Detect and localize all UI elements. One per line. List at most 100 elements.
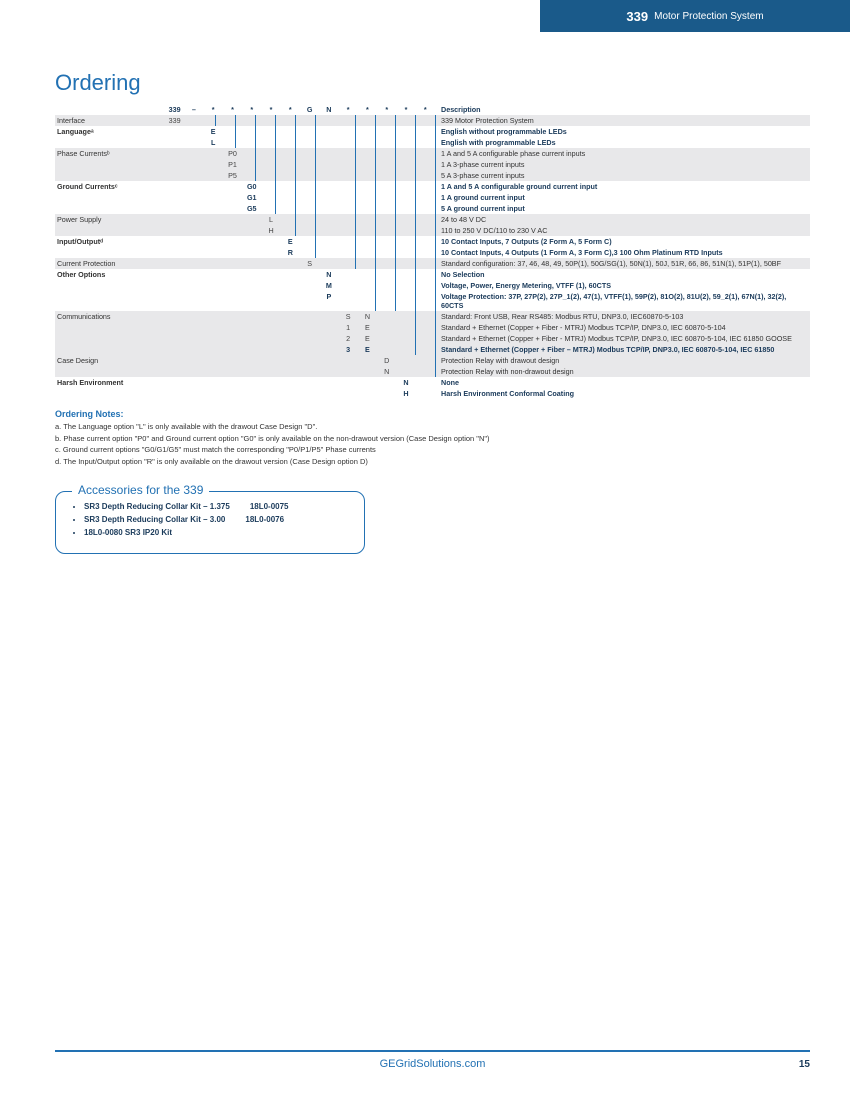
code-col (358, 377, 377, 388)
code-col (396, 236, 415, 247)
code-col (358, 366, 377, 377)
code-col (261, 311, 280, 322)
code-col (242, 258, 261, 269)
code-col: P (319, 291, 338, 311)
code-col (242, 236, 261, 247)
code-col (223, 192, 242, 203)
code-col (223, 311, 242, 322)
code-col (281, 269, 300, 280)
code-col (377, 126, 396, 137)
code-col (184, 214, 203, 225)
code-col (339, 148, 358, 159)
code-col (300, 311, 319, 322)
code-col (184, 236, 203, 247)
code-col (300, 355, 319, 366)
code-col (396, 214, 415, 225)
ordering-row: G55 A ground current input (55, 203, 810, 214)
code-col (377, 247, 396, 258)
code-col (165, 377, 184, 388)
code-col (184, 269, 203, 280)
ordering-table-wrap: 339–*****GN*****DescriptionInterface3393… (55, 104, 810, 399)
code-col (281, 344, 300, 355)
header-number: 339 (626, 9, 648, 24)
code-col (184, 170, 203, 181)
code-col (358, 236, 377, 247)
note-item: c. Ground current options "G0/G1/G5" mus… (55, 445, 810, 456)
code-col (184, 333, 203, 344)
code-col (165, 225, 184, 236)
code-col (223, 126, 242, 137)
code-col: 3 (339, 344, 358, 355)
code-col (416, 322, 435, 333)
code-col (358, 291, 377, 311)
code-col (396, 247, 415, 258)
code-col (204, 366, 223, 377)
code-col (300, 159, 319, 170)
row-label (55, 192, 165, 203)
code-col (261, 203, 280, 214)
code-col (184, 366, 203, 377)
code-col (358, 203, 377, 214)
code-col (223, 322, 242, 333)
code-col (223, 269, 242, 280)
ordering-row: Ground CurrentsᶜG01 A and 5 A configurab… (55, 181, 810, 192)
code-col: * (396, 104, 415, 115)
row-label (55, 333, 165, 344)
code-col (377, 311, 396, 322)
code-col (223, 181, 242, 192)
code-col (204, 258, 223, 269)
code-col (416, 115, 435, 126)
code-col (416, 181, 435, 192)
code-col (416, 258, 435, 269)
ordering-row: HHarsh Environment Conformal Coating (55, 388, 810, 399)
code-col: N (319, 269, 338, 280)
code-col (377, 203, 396, 214)
code-col (184, 159, 203, 170)
code-col (396, 333, 415, 344)
row-desc: 1 A and 5 A configurable ground current … (435, 181, 810, 192)
code-col (261, 291, 280, 311)
code-col (300, 291, 319, 311)
code-col: * (204, 104, 223, 115)
code-col (358, 269, 377, 280)
code-col (165, 126, 184, 137)
code-col (281, 225, 300, 236)
code-col (377, 322, 396, 333)
code-col (204, 203, 223, 214)
code-col (377, 377, 396, 388)
code-col (261, 269, 280, 280)
code-col (281, 366, 300, 377)
code-col (300, 225, 319, 236)
code-col: H (261, 225, 280, 236)
code-col (416, 333, 435, 344)
accessory-pn: 18L0-0076 (245, 515, 284, 524)
code-col: 339 (165, 115, 184, 126)
ordering-notes: a. The Language option "L" is only avail… (55, 422, 810, 467)
accessory-name: 18L0-0080 SR3 IP20 Kit (84, 528, 172, 537)
code-col (396, 181, 415, 192)
code-col (165, 291, 184, 311)
ordering-row: Current ProtectionSStandard configuratio… (55, 258, 810, 269)
code-col (204, 236, 223, 247)
code-col: * (377, 104, 396, 115)
code-col (416, 311, 435, 322)
code-col (416, 366, 435, 377)
code-col: N (396, 377, 415, 388)
row-desc: 1 A 3-phase current inputs (435, 159, 810, 170)
row-label: Phase Currentsᵇ (55, 148, 165, 159)
code-col (165, 366, 184, 377)
code-col (358, 170, 377, 181)
row-label: Current Protection (55, 258, 165, 269)
ordering-row: LanguageᵃEEnglish without programmable L… (55, 126, 810, 137)
code-col (242, 115, 261, 126)
note-item: a. The Language option "L" is only avail… (55, 422, 810, 433)
row-label (55, 203, 165, 214)
code-col (319, 377, 338, 388)
code-col (319, 214, 338, 225)
code-col: * (416, 104, 435, 115)
accessory-item: SR3 Depth Reducing Collar Kit – 1.37518L… (84, 502, 350, 511)
code-col (261, 377, 280, 388)
code-col (339, 192, 358, 203)
code-col: – (184, 104, 203, 115)
row-desc: 10 Contact Inputs, 7 Outputs (2 Form A, … (435, 236, 810, 247)
